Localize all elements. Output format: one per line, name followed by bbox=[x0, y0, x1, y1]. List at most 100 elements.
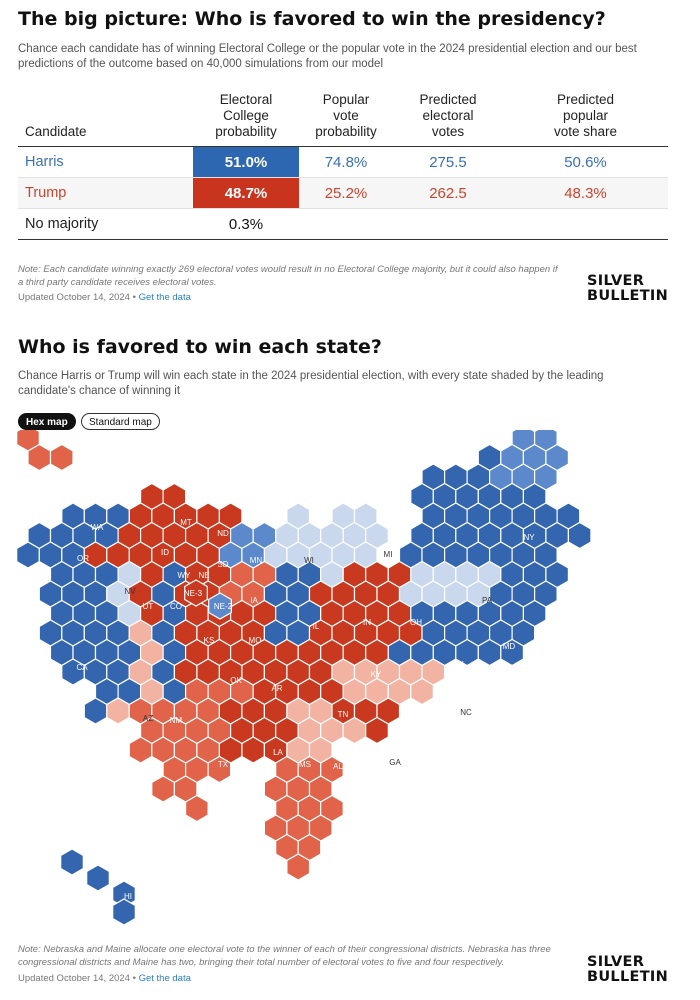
state-label-id: ID bbox=[161, 548, 169, 557]
hex-ne-3[interactable] bbox=[184, 579, 208, 607]
state-label-nj: NJ bbox=[571, 603, 581, 612]
state-label-mo: MO bbox=[249, 636, 262, 645]
section-title-states: Who is favored to win each state? bbox=[18, 336, 382, 358]
hex-ak[interactable] bbox=[49, 443, 74, 472]
ec-probability-trump: 48.7% bbox=[193, 177, 299, 209]
state-label-ok: OK bbox=[230, 676, 242, 685]
state-label-co: CO bbox=[170, 602, 182, 611]
state-label-ia: IA bbox=[250, 596, 258, 605]
updated-text-1: Updated October 14, 2024 • bbox=[18, 292, 136, 303]
state-label-ky: KY bbox=[371, 670, 382, 679]
predicted-ev-harris: 275.5 bbox=[393, 146, 503, 178]
hex-tx[interactable] bbox=[128, 736, 153, 764]
state-label-ri: RI bbox=[639, 546, 647, 555]
predicted-share-harris: 50.6% bbox=[503, 146, 668, 178]
state-label-ne-3: NE-3 bbox=[184, 589, 203, 598]
predicted-ev-trump: 262.5 bbox=[393, 177, 503, 209]
get-data-link-2[interactable]: Get the data bbox=[138, 973, 191, 984]
state-label-nh: NH bbox=[588, 486, 600, 495]
state-label-ut: UT bbox=[143, 602, 154, 611]
predicted-ev-no-majority bbox=[393, 208, 503, 240]
hex-ri[interactable] bbox=[567, 521, 592, 550]
state-label-ar: AR bbox=[271, 684, 282, 693]
logo-line1: SILVER bbox=[587, 273, 645, 289]
state-label-oh: OH bbox=[410, 618, 422, 627]
hex-nc[interactable] bbox=[410, 677, 434, 706]
hex-tx[interactable] bbox=[151, 775, 175, 803]
hex-az[interactable] bbox=[106, 697, 130, 725]
header-ec-line2: College bbox=[223, 108, 269, 123]
popular-probability-trump: 25.2% bbox=[299, 177, 393, 209]
state-label-de: DE bbox=[568, 670, 579, 679]
section-title-presidency: The big picture: Who is favored to win t… bbox=[18, 8, 606, 30]
state-label-tn: TN bbox=[338, 710, 349, 719]
logo2-line2: BULLETIN bbox=[587, 969, 669, 985]
state-label-mi: MI bbox=[384, 550, 393, 559]
state-label-ks: KS bbox=[204, 636, 215, 645]
state-label-nc: NC bbox=[460, 708, 472, 717]
hex-tx[interactable] bbox=[185, 794, 209, 823]
hex-sc[interactable] bbox=[365, 716, 389, 745]
state-label-nm: NM bbox=[170, 716, 183, 725]
state-label-wy: WY bbox=[178, 571, 192, 580]
hex-ca[interactable] bbox=[83, 697, 108, 725]
state-label-tx: TX bbox=[218, 760, 229, 769]
hex-map-toggle[interactable]: Hex map bbox=[18, 413, 76, 430]
silver-bulletin-logo-1: SILVER BULLETIN bbox=[587, 274, 668, 304]
header-predicted-ev: Predicted electoral votes bbox=[393, 92, 503, 147]
state-label-ny: NY bbox=[523, 533, 535, 542]
predicted-share-no-majority bbox=[503, 208, 668, 240]
state-label-ms: MS bbox=[299, 760, 311, 769]
state-label-wi: WI bbox=[304, 556, 314, 565]
hex-ms[interactable] bbox=[241, 736, 265, 764]
header-candidate: Candidate bbox=[18, 92, 193, 147]
ec-probability-harris: 51.0% bbox=[193, 146, 299, 178]
hex-de[interactable] bbox=[500, 638, 524, 667]
header-ev-line2: electoral bbox=[422, 108, 474, 123]
hex-ak[interactable] bbox=[27, 443, 52, 472]
popular-probability-harris: 74.8% bbox=[299, 146, 393, 178]
header-pop-line2: vote bbox=[333, 108, 359, 123]
header-ec-line1: Electoral bbox=[219, 92, 273, 107]
state-label-ne-2: NE-2 bbox=[214, 602, 233, 611]
state-label-in: IN bbox=[363, 618, 371, 627]
candidate-name-no-majority: No majority bbox=[18, 208, 193, 240]
hex-hi[interactable] bbox=[86, 864, 110, 892]
map-note: Note: Nebraska and Maine allocate one el… bbox=[18, 944, 551, 968]
header-pop-line3: probability bbox=[315, 124, 377, 139]
standard-map-toggle[interactable]: Standard map bbox=[81, 413, 160, 430]
header-share-line1: Predicted bbox=[556, 92, 615, 107]
state-label-al: AL bbox=[333, 762, 343, 771]
get-data-link-1[interactable]: Get the data bbox=[138, 292, 191, 303]
section-subtitle-presidency: Chance each candidate has of winning Ele… bbox=[18, 43, 637, 70]
state-label-mn: MN bbox=[250, 556, 263, 565]
hex-hi[interactable] bbox=[112, 898, 136, 926]
table-row-no-majority: No majority 0.3% bbox=[18, 208, 668, 240]
table-note: Note: Each candidate winning exactly 269… bbox=[18, 264, 558, 288]
hex-ne-2[interactable] bbox=[208, 592, 232, 620]
hex-tx[interactable] bbox=[207, 755, 232, 784]
state-label-ma: MA bbox=[613, 512, 626, 521]
header-ec-line3: probability bbox=[215, 124, 277, 139]
hex-fl[interactable] bbox=[286, 853, 311, 881]
logo2-line1: SILVER bbox=[587, 954, 645, 970]
state-label-md: MD bbox=[503, 642, 516, 651]
state-label-ct: CT bbox=[588, 547, 599, 556]
state-label-az: AZ bbox=[143, 714, 153, 723]
section-subtitle-states: Chance Harris or Trump will win each sta… bbox=[18, 370, 604, 397]
state-label-ne: NE bbox=[198, 571, 209, 580]
header-share-line2: popular bbox=[562, 108, 609, 123]
hex-hi[interactable] bbox=[60, 848, 84, 876]
candidate-name-trump: Trump bbox=[18, 177, 193, 209]
candidate-name-harris: Harris bbox=[18, 146, 193, 178]
state-label-wv: WV bbox=[451, 660, 465, 669]
hex-or[interactable] bbox=[16, 541, 40, 569]
state-label-me: ME bbox=[622, 444, 634, 453]
updated-line-2: Updated October 14, 2024 • Get the data bbox=[18, 973, 191, 984]
logo-line2: BULLETIN bbox=[587, 288, 669, 304]
header-popular-probability: Popular vote probability bbox=[299, 92, 393, 147]
hex-ga[interactable] bbox=[342, 716, 367, 745]
state-label-sc: SC bbox=[447, 748, 458, 757]
state-label-ga: GA bbox=[389, 758, 401, 767]
hex-dc[interactable] bbox=[477, 638, 502, 667]
